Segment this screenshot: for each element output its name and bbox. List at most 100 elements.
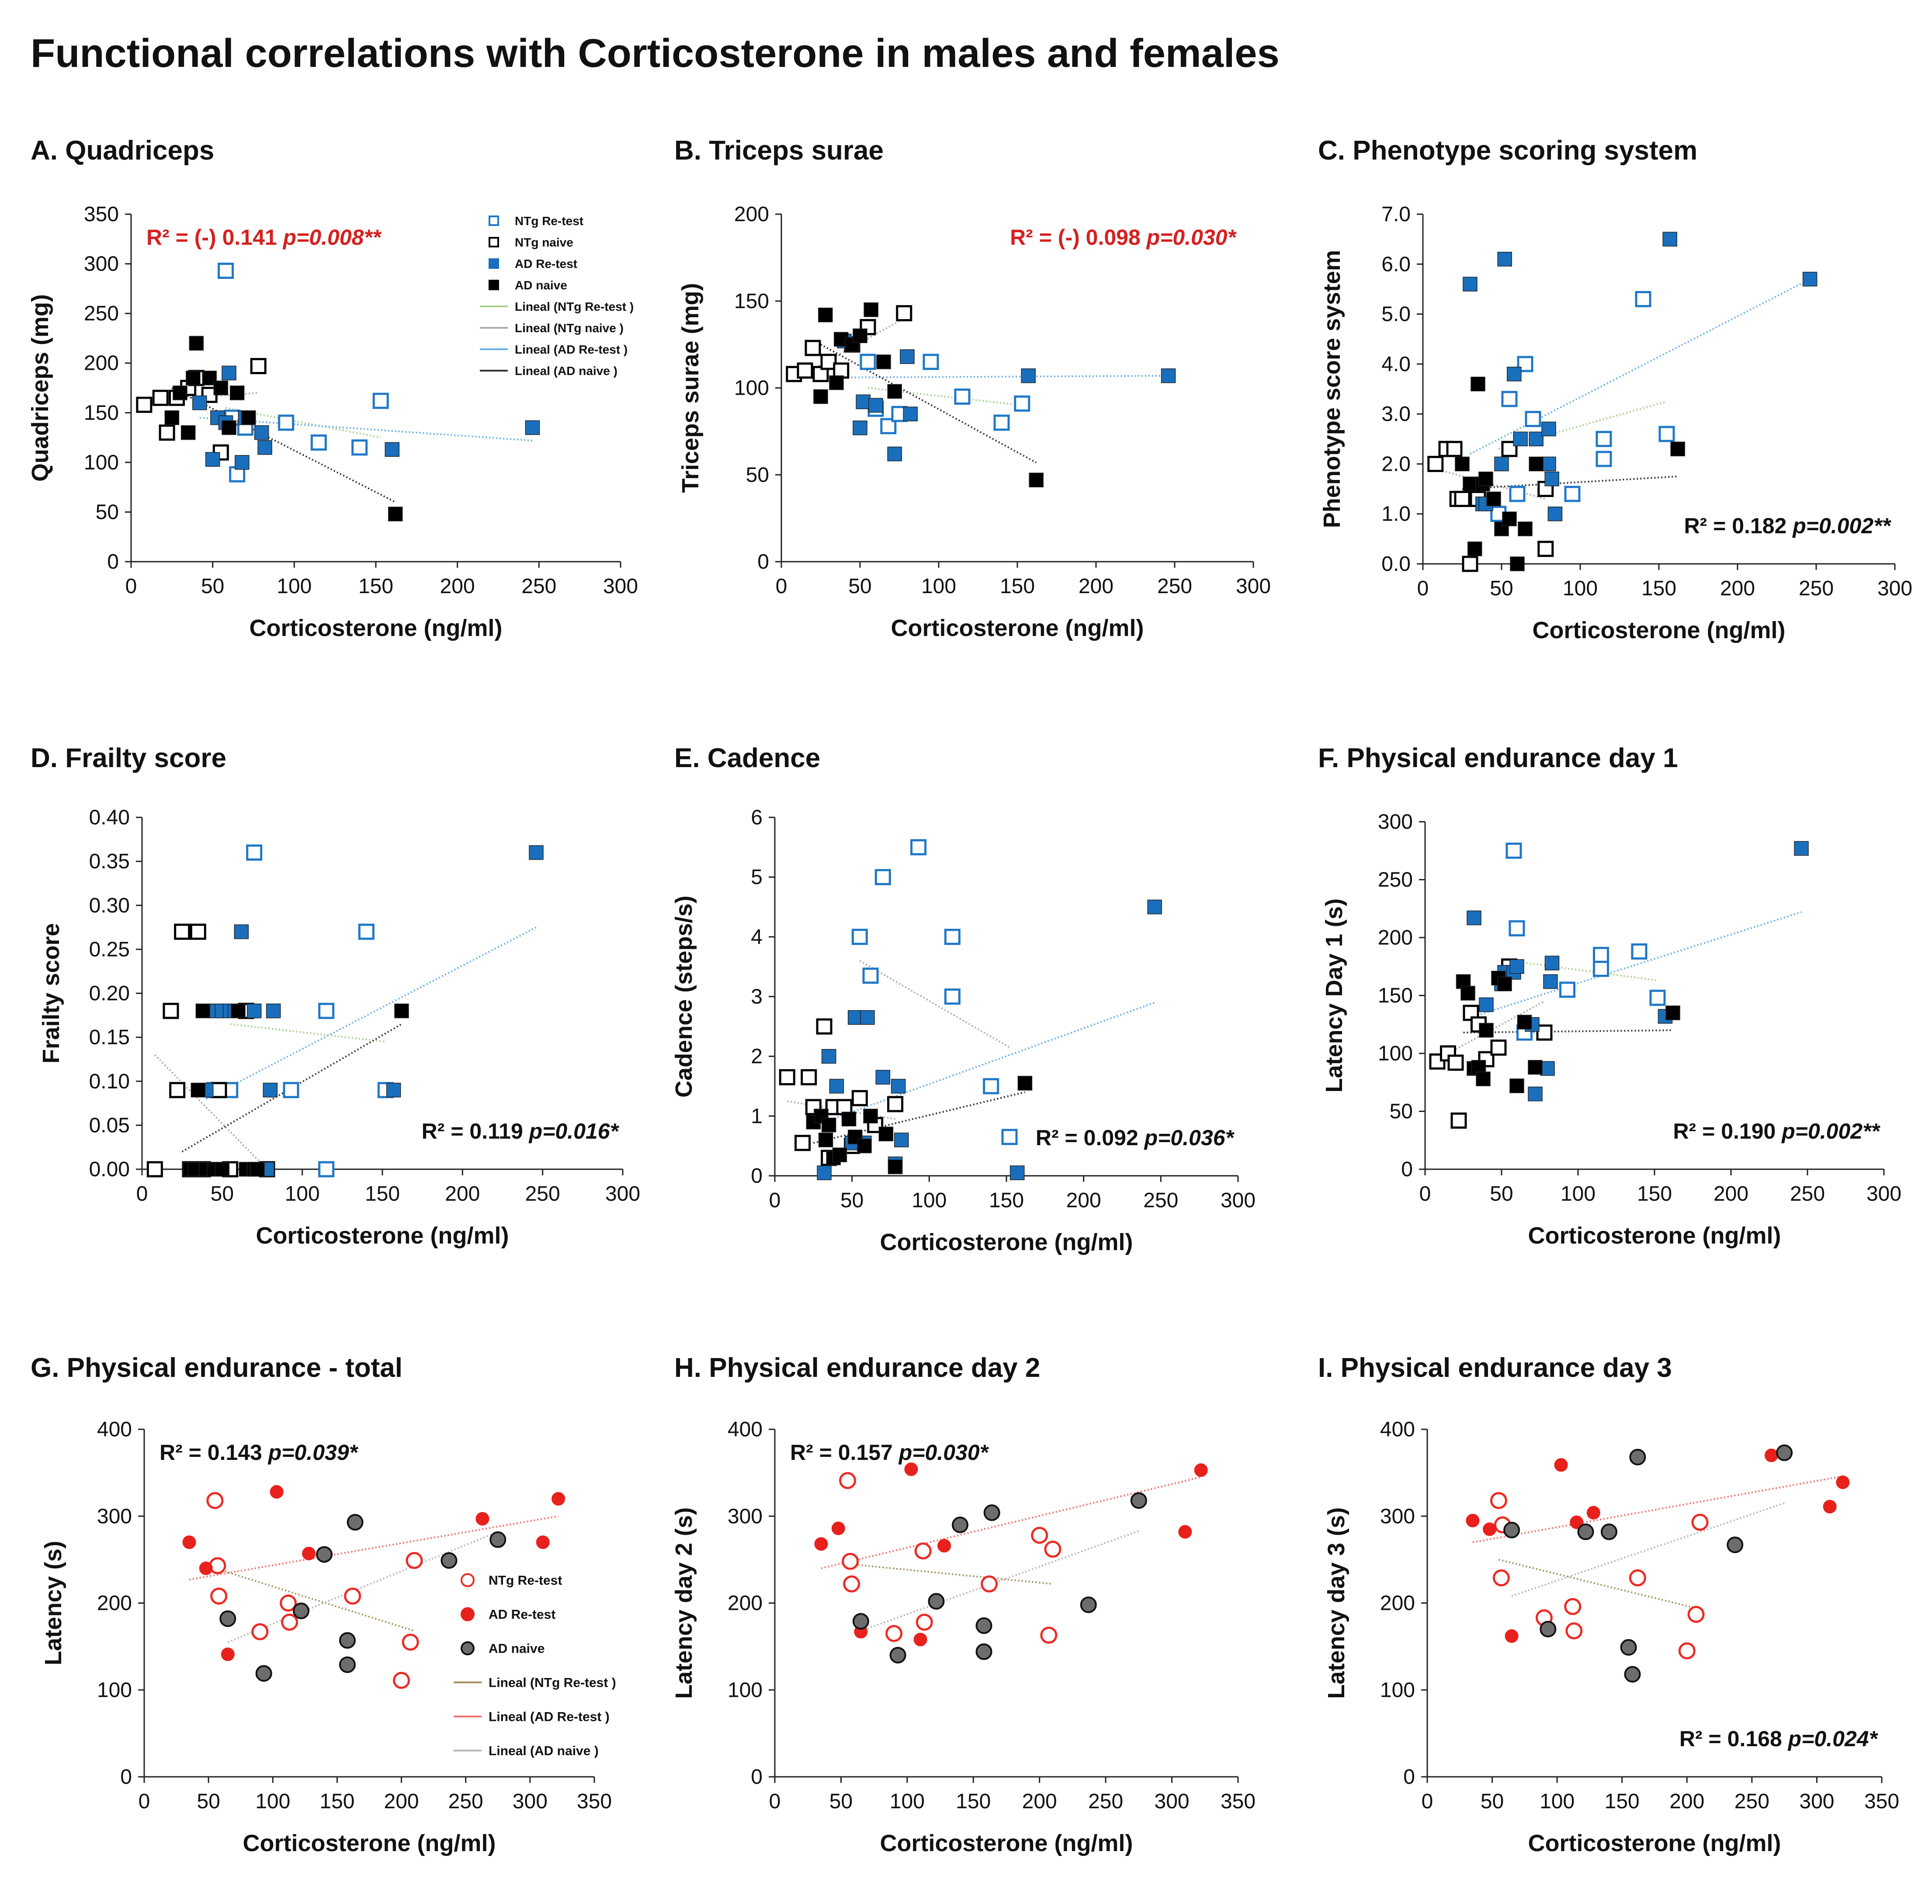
data-point — [251, 1623, 269, 1640]
data-point — [250, 358, 267, 375]
x-tick-label: 150 — [365, 1182, 400, 1206]
data-point — [816, 1018, 832, 1035]
series-ntg-naive — [786, 305, 912, 382]
y-tick-label: 150 — [84, 401, 119, 424]
data-point — [529, 845, 544, 860]
y-tick-label: 0.10 — [89, 1070, 130, 1093]
data-point — [1629, 1569, 1646, 1587]
data-point — [339, 1656, 356, 1673]
x-axis-label: Corticosterone (ng/ml) — [249, 615, 502, 641]
x-tick-label: 200 — [1669, 1790, 1704, 1813]
data-point — [847, 1129, 863, 1144]
data-point — [852, 1613, 869, 1630]
data-point — [841, 1112, 857, 1126]
data-point — [894, 1133, 909, 1147]
data-point — [1662, 232, 1677, 247]
trend-line-lineal-ad-re-test — [1474, 911, 1802, 1018]
data-point — [864, 302, 878, 317]
data-point — [1497, 252, 1512, 267]
data-point — [372, 393, 389, 409]
y-tick-label: 300 — [1380, 1505, 1415, 1528]
data-point — [817, 1165, 832, 1180]
y-tick-label: 350 — [84, 203, 119, 226]
r-squared-label: R² = (-) 0.141 — [146, 225, 283, 250]
data-point — [887, 1096, 904, 1112]
data-point — [839, 1472, 857, 1489]
data-point — [1014, 395, 1030, 412]
x-tick-label: 100 — [285, 1182, 320, 1206]
x-tick-label: 0 — [1417, 577, 1429, 600]
series-ntg-re-test — [218, 262, 389, 483]
data-point — [536, 1535, 550, 1549]
y-tick-label: 200 — [84, 352, 119, 375]
trend-line-lineal-ad-naive — [820, 344, 1037, 464]
data-point — [856, 394, 871, 410]
trend-line-lineal-ntg-naive — [154, 1054, 268, 1170]
y-tick-label: 1 — [751, 1105, 763, 1128]
data-point — [1518, 521, 1533, 536]
trend-line-lineal-ntg-re-test — [230, 1023, 386, 1043]
series-ad-naive — [164, 336, 403, 521]
data-point — [351, 439, 368, 456]
series-ad-re-test — [1466, 1449, 1850, 1643]
x-tick-label: 150 — [358, 575, 393, 598]
data-point — [1194, 1463, 1208, 1477]
y-axis-label: Latency (s) — [40, 1541, 66, 1665]
data-point — [1596, 431, 1612, 447]
data-point — [318, 1161, 335, 1178]
y-axis-label: Cadence (steps/s) — [671, 896, 697, 1098]
x-tick-label: 250 — [448, 1790, 483, 1813]
y-tick-label: 250 — [84, 302, 119, 325]
trend-line-lineal-ntg-re-test — [1498, 1559, 1700, 1610]
data-point — [163, 1003, 179, 1019]
stat-annotation: R² = 0.157 p=0.030* — [790, 1440, 989, 1465]
data-point — [234, 924, 249, 939]
chart-cadence: E. Cadence 0 50 100 150 200 250 300 0 1 2 3 4 5 6 Corti… — [671, 743, 1256, 1255]
data-point — [887, 446, 902, 462]
data-point — [1624, 1666, 1641, 1683]
data-point — [358, 924, 375, 940]
x-tick-label: 150 — [1605, 1790, 1640, 1813]
data-point — [283, 1082, 299, 1098]
trend-lines — [793, 317, 1169, 464]
data-point — [186, 371, 201, 386]
x-tick-label: 350 — [577, 1790, 612, 1813]
data-point — [1479, 1023, 1494, 1038]
trend-line-lineal-ad-re-test — [844, 375, 1169, 379]
x-tick-label: 300 — [1866, 1182, 1901, 1206]
stat-annotation: R² = 0.182 p=0.002** — [1684, 514, 1891, 538]
chart-endurance-day-2: H. Physical endurance day 2 0 50 100 150 200 2… — [671, 1353, 1256, 1856]
x-tick-label: 300 — [1799, 1790, 1834, 1813]
data-point — [164, 410, 180, 425]
data-point — [1540, 1621, 1557, 1638]
x-axis-label: Corticosterone (ng/ml) — [1528, 1223, 1781, 1249]
data-point — [1503, 1522, 1520, 1539]
y-tick-label: 0.20 — [89, 982, 130, 1005]
legend-label: NTg Re-test — [515, 214, 583, 228]
legend-label: NTg naive — [515, 236, 573, 249]
data-point — [1161, 368, 1176, 383]
data-point — [801, 1069, 817, 1085]
data-point — [1525, 411, 1541, 427]
y-axis-label: Quadriceps (mg) — [27, 294, 53, 482]
y-tick-label: 400 — [1380, 1418, 1415, 1441]
series-ntg-naive — [1427, 441, 1554, 572]
data-point — [983, 1504, 1000, 1521]
data-point — [983, 1078, 999, 1094]
data-point — [1429, 1053, 1446, 1070]
data-point — [195, 1004, 211, 1018]
p-value-label: p=0.039* — [267, 1440, 359, 1465]
data-point — [525, 420, 540, 435]
trend-lines — [821, 1476, 1201, 1632]
data-point — [862, 967, 879, 984]
series-ad-naive — [183, 1004, 409, 1177]
panel-title: C. Phenotype scoring system — [1318, 136, 1697, 166]
r-squared-label: R² = 0.182 — [1684, 514, 1793, 538]
y-tick-label: 0.05 — [89, 1114, 130, 1137]
x-tick-label: 150 — [956, 1790, 991, 1813]
legend-label: Lineal (NTg naive ) — [515, 321, 624, 335]
axes: 0 50 100 150 200 250 300 0 50 100 150 200 — [734, 203, 1271, 598]
legend-swatch — [461, 1607, 475, 1621]
legend-swatch — [461, 1573, 475, 1587]
data-point — [1528, 1087, 1543, 1101]
